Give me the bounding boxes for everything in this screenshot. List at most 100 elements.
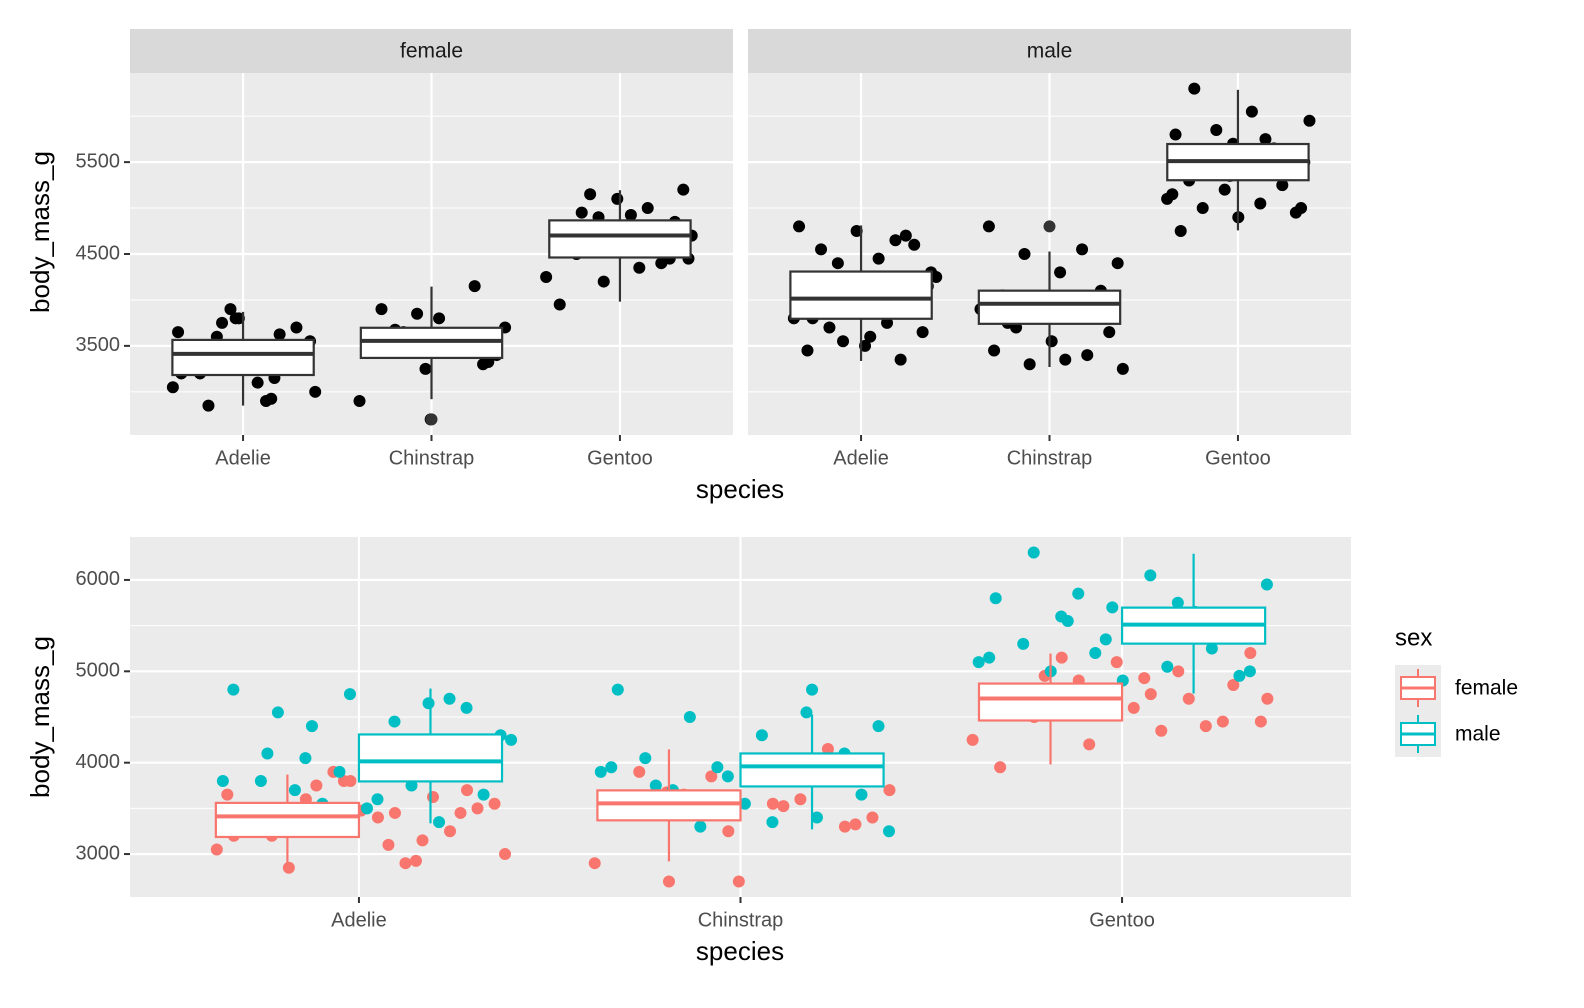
jitter-point bbox=[461, 784, 474, 797]
jitter-point bbox=[1276, 179, 1289, 192]
jitter-point bbox=[831, 257, 844, 270]
jitter-point bbox=[444, 825, 457, 838]
jitter-point bbox=[1055, 610, 1068, 623]
jitter-point bbox=[343, 688, 356, 701]
legend-label: male bbox=[1455, 723, 1501, 746]
jitter-point bbox=[766, 816, 779, 829]
x-tick-label: Gentoo bbox=[1205, 447, 1271, 469]
jitter-point bbox=[411, 307, 424, 320]
jitter-point bbox=[649, 779, 662, 792]
x-axis-title: species bbox=[696, 474, 784, 504]
jitter-point bbox=[1045, 335, 1058, 348]
jitter-point bbox=[399, 857, 412, 870]
jitter-point bbox=[288, 784, 301, 797]
jitter-point bbox=[930, 270, 943, 283]
legend-label: female bbox=[1455, 677, 1518, 700]
jitter-point bbox=[216, 316, 229, 329]
jitter-point bbox=[224, 303, 237, 316]
jitter-point bbox=[1072, 587, 1085, 600]
jitter-point bbox=[553, 298, 566, 311]
outlier bbox=[1043, 220, 1056, 233]
outlier bbox=[425, 413, 438, 426]
jitter-point bbox=[360, 802, 373, 815]
x-tick-label: Adelie bbox=[215, 447, 271, 469]
jitter-point bbox=[271, 706, 284, 719]
jitter-point bbox=[1116, 362, 1129, 375]
jitter-point bbox=[821, 742, 834, 755]
jitter-point bbox=[221, 788, 234, 801]
jitter-point bbox=[983, 651, 996, 664]
jitter-point bbox=[333, 765, 346, 778]
jitter-point bbox=[353, 395, 366, 408]
jitter-point bbox=[1196, 202, 1209, 215]
jitter-point bbox=[1188, 82, 1201, 95]
box bbox=[171, 338, 315, 377]
jitter-point bbox=[299, 752, 312, 765]
jitter-point bbox=[1254, 715, 1267, 728]
jitter-point bbox=[849, 818, 862, 831]
jitter-point bbox=[1210, 123, 1223, 136]
jitter-point bbox=[982, 220, 995, 233]
jitter-point bbox=[823, 321, 836, 334]
jitter-point bbox=[683, 711, 696, 723]
strip-label: female bbox=[400, 40, 463, 63]
jitter-point bbox=[202, 399, 215, 412]
jitter-point bbox=[433, 816, 446, 829]
jitter-point bbox=[883, 825, 896, 838]
jitter-point bbox=[375, 303, 388, 316]
jitter-point bbox=[282, 861, 295, 874]
jitter-point bbox=[611, 683, 624, 696]
jitter-point bbox=[1111, 257, 1124, 270]
jitter-point bbox=[499, 848, 512, 861]
x-tick-label: Chinstrap bbox=[389, 447, 475, 469]
y-tick-label: 4000 bbox=[76, 751, 121, 773]
jitter-point bbox=[1171, 596, 1184, 609]
jitter-point bbox=[815, 243, 828, 256]
jitter-point bbox=[738, 797, 751, 810]
box bbox=[357, 733, 504, 783]
jitter-point bbox=[216, 774, 229, 787]
jitter-point bbox=[1205, 642, 1218, 655]
jitter-point bbox=[1081, 349, 1094, 362]
jitter-point bbox=[251, 376, 264, 389]
jitter-point bbox=[1169, 128, 1182, 141]
jitter-point bbox=[801, 344, 814, 357]
x-axis-title: species bbox=[696, 936, 784, 966]
jitter-point bbox=[1089, 647, 1102, 660]
jitter-point bbox=[655, 257, 668, 270]
jitter-point bbox=[1199, 720, 1212, 733]
jitter-point bbox=[908, 238, 921, 251]
jitter-point bbox=[371, 793, 384, 806]
jitter-point bbox=[310, 779, 323, 792]
jitter-point bbox=[732, 875, 745, 888]
jitter-point bbox=[838, 820, 851, 833]
jitter-point bbox=[872, 720, 885, 733]
jitter-point bbox=[477, 788, 490, 801]
jitter-point bbox=[1099, 633, 1112, 646]
jitter-point bbox=[866, 811, 879, 824]
jitter-point bbox=[388, 806, 401, 819]
jitter-point bbox=[916, 326, 929, 339]
jitter-point bbox=[172, 326, 185, 339]
y-tick-label: 5000 bbox=[76, 660, 121, 682]
jitter-point bbox=[711, 761, 724, 774]
jitter-point bbox=[864, 330, 877, 343]
jitter-point bbox=[777, 800, 790, 813]
y-axis-title: body_mass_g bbox=[25, 636, 55, 798]
jitter-point bbox=[988, 344, 1001, 357]
y-tick-label: 3500 bbox=[76, 334, 121, 356]
jitter-point bbox=[694, 820, 707, 833]
jitter-point bbox=[371, 811, 384, 824]
strip bbox=[748, 29, 1351, 73]
jitter-point bbox=[872, 252, 885, 265]
jitter-point bbox=[1261, 692, 1274, 705]
box bbox=[789, 270, 933, 320]
jitter-point bbox=[419, 362, 432, 375]
jitter-point bbox=[309, 385, 322, 398]
x-tick-label: Chinstrap bbox=[698, 909, 784, 931]
jitter-point bbox=[409, 854, 422, 867]
jitter-point bbox=[471, 802, 484, 815]
jitter-point bbox=[850, 225, 863, 238]
jitter-point bbox=[588, 857, 601, 870]
jitter-point bbox=[1174, 225, 1187, 238]
